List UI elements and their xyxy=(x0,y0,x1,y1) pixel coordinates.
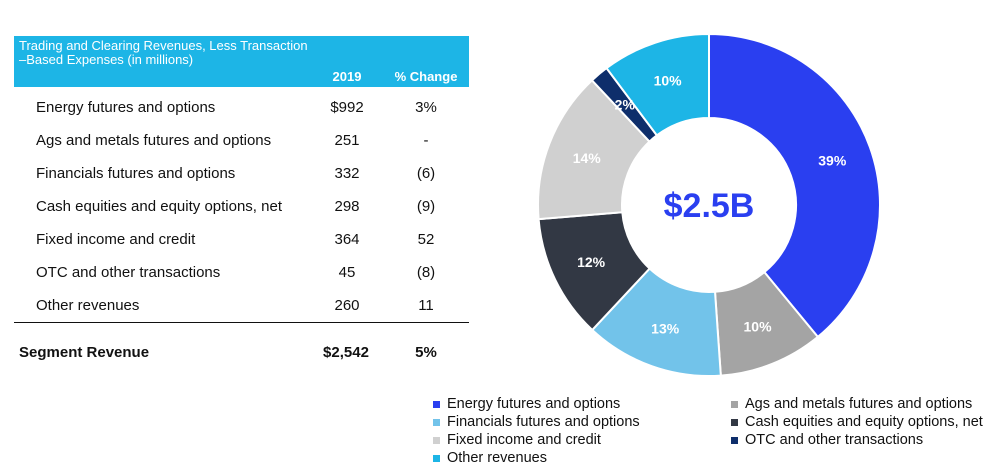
legend-item: Energy futures and options xyxy=(433,395,620,413)
legend-swatch xyxy=(731,418,738,426)
slice-label: 2% xyxy=(615,97,636,113)
table-row: Cash equities and equity options, net 29… xyxy=(14,190,469,223)
table-row: OTC and other transactions 45 (8) xyxy=(14,256,469,289)
table-row: Energy futures and options $992 3% xyxy=(14,91,469,124)
table-row: Fixed income and credit 364 52 xyxy=(14,223,469,256)
slice-label: 10% xyxy=(654,73,683,89)
legend-swatch xyxy=(731,436,738,444)
total-change: 5% xyxy=(415,344,437,361)
legend-item: Ags and metals futures and options xyxy=(731,395,972,413)
slice-label: 12% xyxy=(577,254,606,270)
row-label: Fixed income and credit xyxy=(36,231,196,248)
row-label: Ags and metals futures and options xyxy=(36,132,272,149)
legend-item: Cash equities and equity options, net xyxy=(731,413,983,431)
row-change: 3% xyxy=(415,99,437,116)
slice-label: 14% xyxy=(573,150,602,166)
column-header-year: 2019 xyxy=(332,69,362,84)
legend-label: Ags and metals futures and options xyxy=(745,396,973,412)
slice-label: 39% xyxy=(818,153,847,169)
legend-label: Financials futures and options xyxy=(447,414,640,430)
legend-label: Cash equities and equity options, net xyxy=(745,414,983,430)
row-change: 11 xyxy=(418,297,434,314)
table-row: Other revenues 260 11 xyxy=(14,289,469,322)
donut-slice xyxy=(605,32,710,137)
row-value: $992 xyxy=(330,99,364,116)
center-total-label: $2.5B xyxy=(664,187,755,225)
donut-slice xyxy=(708,32,881,339)
revenue-table: Trading and Clearing Revenues, Less Tran… xyxy=(14,36,469,383)
row-label: Cash equities and equity options, net xyxy=(36,198,282,215)
row-change: 52 xyxy=(417,231,435,248)
row-change: (6) xyxy=(416,165,436,182)
row-label: Other revenues xyxy=(36,297,140,314)
row-value: 332 xyxy=(334,165,360,182)
row-change: (8) xyxy=(416,264,436,281)
row-value: 298 xyxy=(334,198,360,215)
legend-item: Fixed income and credit xyxy=(433,431,601,449)
row-change: - xyxy=(423,132,429,149)
table-row: Ags and metals futures and options 251 - xyxy=(14,124,469,157)
legend-label: OTC and other transactions xyxy=(745,432,924,448)
legend-item: Other revenues xyxy=(433,449,547,467)
row-value: 364 xyxy=(334,231,360,248)
table-header: Trading and Clearing Revenues, Less Tran… xyxy=(14,36,469,87)
legend-swatch xyxy=(433,454,440,462)
row-label: Energy futures and options xyxy=(36,99,216,116)
column-header-change: % Change xyxy=(394,69,458,84)
total-label: Segment Revenue xyxy=(19,344,150,361)
legend-swatch xyxy=(433,436,440,444)
total-value: $2,542 xyxy=(323,344,369,361)
legend-swatch xyxy=(433,418,440,426)
row-value: 45 xyxy=(338,264,356,281)
legend-label: Other revenues xyxy=(447,450,547,466)
table-row: Financials futures and options 332 (6) xyxy=(14,157,469,190)
table-total-row: Segment Revenue $2,542 5% xyxy=(14,323,469,383)
legend-item: OTC and other transactions xyxy=(731,431,923,449)
legend-swatch xyxy=(433,400,440,408)
table-header-title: Trading and Clearing Revenues, Less Tran… xyxy=(19,38,308,67)
row-value: 251 xyxy=(334,132,360,149)
row-label: OTC and other transactions xyxy=(36,264,221,281)
table-divider xyxy=(14,322,469,323)
legend-label: Energy futures and options xyxy=(447,396,621,412)
legend-label: Fixed income and credit xyxy=(447,432,601,448)
donut-chart: 39% 10% 13% 12% 14% 2% 10% $2.5B xyxy=(537,32,881,377)
slice-label: 13% xyxy=(651,320,680,336)
legend-item: Financials futures and options xyxy=(433,413,640,431)
row-label: Financials futures and options xyxy=(36,165,236,182)
row-value: 260 xyxy=(334,297,360,314)
row-change: (9) xyxy=(416,198,436,215)
slice-label: 10% xyxy=(744,319,773,335)
legend-swatch xyxy=(731,400,738,408)
